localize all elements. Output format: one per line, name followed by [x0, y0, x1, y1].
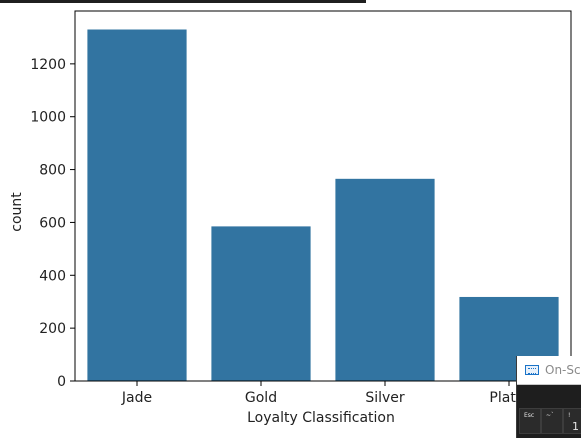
on-screen-keyboard-title: On-Scr: [545, 363, 581, 377]
key-1[interactable]: ! 1: [563, 408, 581, 434]
x-axis-label: Loyalty Classification: [247, 410, 395, 426]
bars: [87, 29, 559, 381]
x-tick-label: Silver: [365, 390, 405, 406]
key-1-label: 1: [572, 420, 579, 433]
key-tilde-label: ~`: [546, 412, 555, 419]
x-tick-label: Gold: [245, 390, 277, 406]
bar-silver: [335, 178, 435, 381]
y-tick-label: 800: [39, 163, 66, 179]
y-tick-label: 400: [39, 268, 66, 284]
y-tick-label: 0: [57, 374, 66, 390]
window-top-edge: [0, 0, 366, 3]
y-axis-ticks: 0 200 400 600 800 1000 1200: [30, 57, 75, 390]
keyboard-icon: [525, 365, 539, 375]
y-tick-label: 1200: [30, 57, 66, 73]
on-screen-keyboard-titlebar[interactable]: On-Scr: [517, 356, 581, 385]
key-esc-label: Esc: [524, 412, 535, 419]
plot-frame: [74, 10, 572, 382]
y-tick-label: 600: [39, 215, 66, 231]
y-tick-label: 1000: [30, 110, 66, 126]
key-1-shift-label: !: [568, 412, 571, 419]
key-esc[interactable]: Esc: [519, 408, 541, 434]
bar-gold: [211, 226, 311, 381]
bar-jade: [87, 29, 187, 381]
y-tick-label: 200: [39, 321, 66, 337]
x-tick-label: Jade: [121, 390, 152, 406]
key-tilde[interactable]: ~`: [541, 408, 563, 434]
x-axis-ticks: Jade Gold Silver Platin: [121, 381, 529, 406]
on-screen-keyboard-window[interactable]: On-Scr Esc ~` ! 1: [516, 356, 581, 438]
y-axis-label: count: [9, 192, 25, 232]
